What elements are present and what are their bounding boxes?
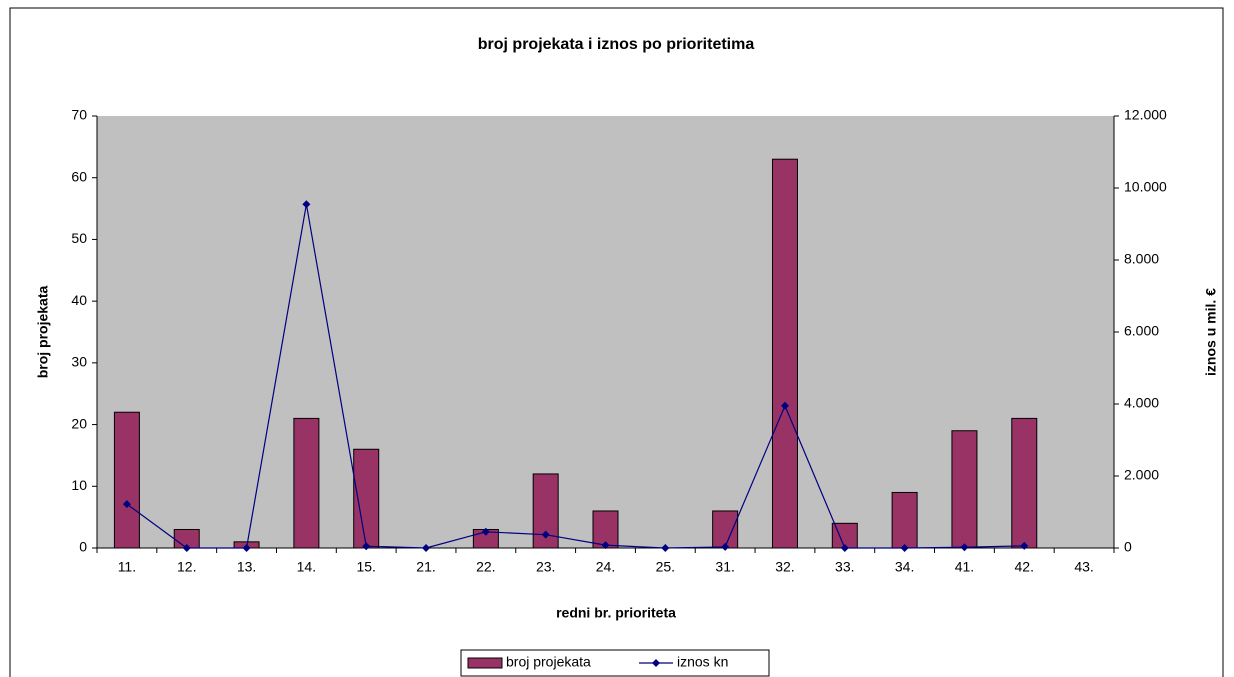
line-marker — [900, 544, 909, 552]
x-tick-label: 25. — [656, 559, 675, 575]
x-tick-label: 22. — [476, 559, 495, 575]
y2-tick-label: 0 — [1124, 539, 1132, 555]
line-marker — [422, 544, 431, 552]
x-tick-label: 11. — [118, 559, 136, 575]
line-marker — [541, 530, 550, 539]
line-marker — [242, 544, 251, 552]
line-marker — [302, 200, 311, 209]
bar — [891, 491, 918, 549]
y2-tick-label: 6.000 — [1124, 323, 1159, 339]
legend-swatch — [467, 657, 503, 669]
bar — [712, 510, 739, 549]
y2-axis-label: iznos u mil. € — [1203, 288, 1219, 376]
line-marker — [661, 544, 670, 552]
y2-tick-label: 8.000 — [1124, 251, 1159, 267]
y-tick-label: 20 — [71, 415, 87, 431]
bar — [293, 417, 320, 549]
y2-tick-label: 10.000 — [1124, 179, 1167, 195]
y-axis-label: broj projekata — [35, 286, 51, 379]
legend-label: iznos kn — [677, 654, 728, 670]
line-marker — [960, 543, 969, 552]
bar — [1011, 417, 1038, 549]
x-tick-label: 13. — [237, 559, 256, 575]
line-marker — [182, 544, 191, 552]
line-marker — [601, 541, 610, 550]
y2-tick-label: 12.000 — [1124, 107, 1167, 123]
x-tick-label: 31. — [715, 559, 734, 575]
x-tick-label: 15. — [356, 559, 375, 575]
y-tick-label: 10 — [71, 477, 87, 493]
line-marker — [481, 527, 490, 536]
x-tick-label: 33. — [835, 559, 854, 575]
y-tick-label: 70 — [71, 107, 87, 123]
bar — [113, 411, 140, 549]
y2-tick-label: 2.000 — [1124, 467, 1159, 483]
x-tick-label: 24. — [596, 559, 615, 575]
y-tick-label: 0 — [79, 539, 87, 555]
x-tick-label: 34. — [895, 559, 914, 575]
x-axis-label: redni br. prioriteta — [556, 605, 676, 621]
x-tick-label: 14. — [297, 559, 316, 575]
x-tick-label: 42. — [1015, 559, 1034, 575]
y-tick-label: 50 — [71, 230, 87, 246]
bar — [771, 158, 798, 549]
x-tick-label: 41. — [955, 559, 974, 575]
y2-tick-label: 4.000 — [1124, 395, 1159, 411]
y-tick-label: 30 — [71, 354, 87, 370]
line-marker — [840, 544, 849, 552]
legend-label: broj projekata — [506, 654, 591, 670]
line-marker — [780, 401, 789, 410]
line-marker — [721, 542, 730, 551]
x-tick-label: 23. — [536, 559, 555, 575]
y-tick-label: 40 — [71, 292, 87, 308]
y-tick-label: 60 — [71, 168, 87, 184]
x-tick-label: 43. — [1074, 559, 1093, 575]
line — [126, 204, 1025, 549]
line-marker — [362, 542, 371, 551]
bar — [951, 430, 978, 549]
legend-marker — [652, 659, 660, 667]
x-tick-label: 21. — [416, 559, 435, 575]
line-marker — [122, 500, 131, 509]
x-tick-label: 12. — [177, 559, 196, 575]
x-tick-label: 32. — [775, 559, 794, 575]
chart-title: broj projekata i iznos po prioritetima — [478, 36, 755, 53]
legend — [460, 649, 770, 677]
plot-area — [97, 116, 1114, 548]
line-marker — [1020, 541, 1029, 550]
